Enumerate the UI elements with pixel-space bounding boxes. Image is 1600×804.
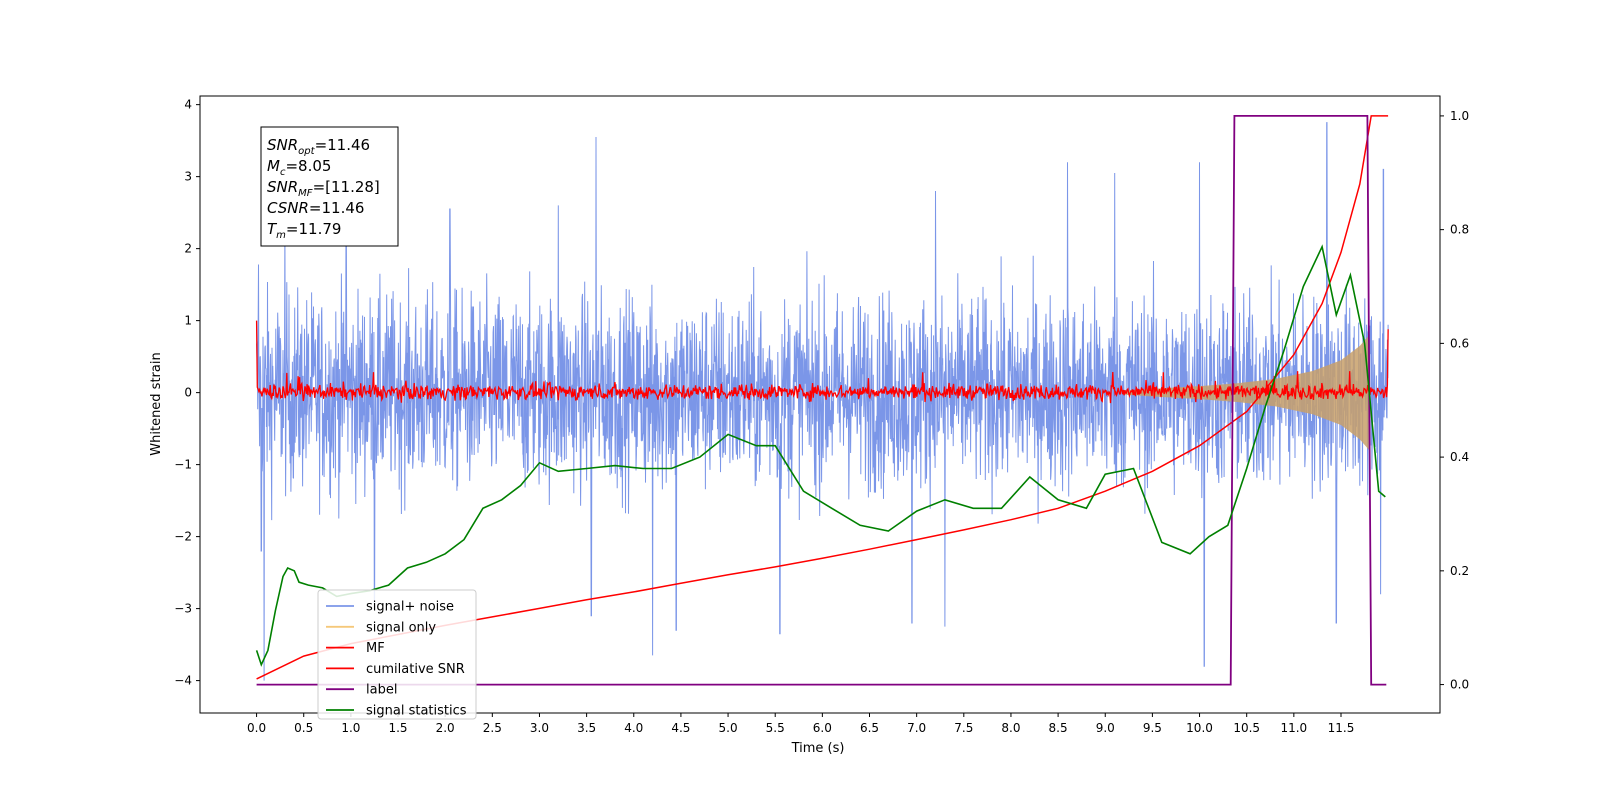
y2-tick-label: 0.4 bbox=[1450, 450, 1469, 464]
y-tick-label: 2 bbox=[184, 242, 192, 256]
x-tick-label: 3.0 bbox=[530, 721, 549, 735]
y-tick-label: 1 bbox=[184, 314, 192, 328]
legend-entry-label: label bbox=[366, 683, 397, 698]
x-tick-label: 5.0 bbox=[719, 721, 738, 735]
annotation-line: Tm=11.79 bbox=[267, 220, 341, 241]
y-tick-label: −3 bbox=[174, 602, 192, 616]
legend-entry-label: signal+ noise bbox=[366, 600, 454, 615]
annotation-line: Mc=8.05 bbox=[267, 157, 331, 178]
legend-entry-label: signal statistics bbox=[366, 704, 467, 719]
y2-tick-label: 0.6 bbox=[1450, 336, 1469, 350]
x-tick-label: 8.5 bbox=[1049, 721, 1068, 735]
legend-entry-label: signal only bbox=[366, 620, 436, 635]
y2-tick-label: 0.8 bbox=[1450, 223, 1469, 237]
x-tick-label: 4.5 bbox=[671, 721, 690, 735]
x-tick-label: 9.0 bbox=[1096, 721, 1115, 735]
legend-entry-label: cumilative SNR bbox=[366, 662, 465, 677]
x-axis-label: Time (s) bbox=[791, 741, 845, 756]
x-tick-label: 7.0 bbox=[907, 721, 926, 735]
annotation-line: CSNR=11.46 bbox=[267, 199, 364, 217]
signal-only-series bbox=[1124, 335, 1370, 451]
label-series bbox=[256, 115, 1387, 686]
x-tick-label: 2.5 bbox=[483, 721, 502, 735]
x-tick-label: 11.5 bbox=[1328, 721, 1355, 735]
x-tick-label: 0.5 bbox=[294, 721, 313, 735]
legend-entry-label: MF bbox=[366, 641, 385, 656]
y-tick-label: −2 bbox=[174, 530, 192, 544]
y-tick-label: −4 bbox=[174, 674, 192, 688]
annotation-line: SNRopt=11.46 bbox=[267, 136, 370, 157]
y-axis-label: Whitened strain bbox=[149, 352, 164, 455]
y2-tick-label: 0.0 bbox=[1450, 678, 1469, 692]
x-tick-label: 10.0 bbox=[1186, 721, 1213, 735]
y-tick-label: 4 bbox=[184, 98, 192, 112]
stats-annotation-box: SNRopt=11.46Mc=8.05SNRMF=[11.28]CSNR=11.… bbox=[260, 126, 399, 247]
x-axis: 0.0 0.5 1.0 1.5 2.0 2.5 3.0 3.5 4.0 4.5 5.0 5.5 6.0 6… bbox=[247, 713, 1354, 735]
x-tick-label: 6.5 bbox=[860, 721, 879, 735]
plot-frame bbox=[199, 95, 1441, 714]
y-tick-label: 3 bbox=[184, 170, 192, 184]
mf-series bbox=[255, 320, 1389, 404]
x-tick-label: 8.0 bbox=[1001, 721, 1020, 735]
x-tick-label: 1.5 bbox=[388, 721, 407, 735]
x-tick-label: 6.0 bbox=[813, 721, 832, 735]
x-tick-label: 2.0 bbox=[436, 721, 455, 735]
y-tick-label: 0 bbox=[184, 386, 192, 400]
x-tick-label: 3.5 bbox=[577, 721, 596, 735]
signal-noise-series bbox=[256, 122, 1389, 681]
y-axis-left: 4 3 2 1 0 −1 −2 −3 −4 bbox=[174, 98, 200, 688]
legend: signal+ noise signal only MF cumilative SNR… bbox=[317, 589, 477, 720]
x-tick-label: 9.5 bbox=[1143, 721, 1162, 735]
x-tick-label: 1.0 bbox=[341, 721, 360, 735]
x-tick-label: 10.5 bbox=[1233, 721, 1260, 735]
y-axis-right: 1.0 0.8 0.6 0.4 0.2 0.0 bbox=[1440, 109, 1469, 692]
x-tick-label: 11.0 bbox=[1280, 721, 1307, 735]
y-tick-label: −1 bbox=[174, 458, 192, 472]
x-tick-label: 0.0 bbox=[247, 721, 266, 735]
x-tick-label: 5.5 bbox=[766, 721, 785, 735]
annotation-line: SNRMF=[11.28] bbox=[267, 178, 380, 199]
x-tick-label: 4.0 bbox=[624, 721, 643, 735]
y2-tick-label: 0.2 bbox=[1450, 564, 1469, 578]
y2-tick-label: 1.0 bbox=[1450, 109, 1469, 123]
x-tick-label: 7.5 bbox=[954, 721, 973, 735]
